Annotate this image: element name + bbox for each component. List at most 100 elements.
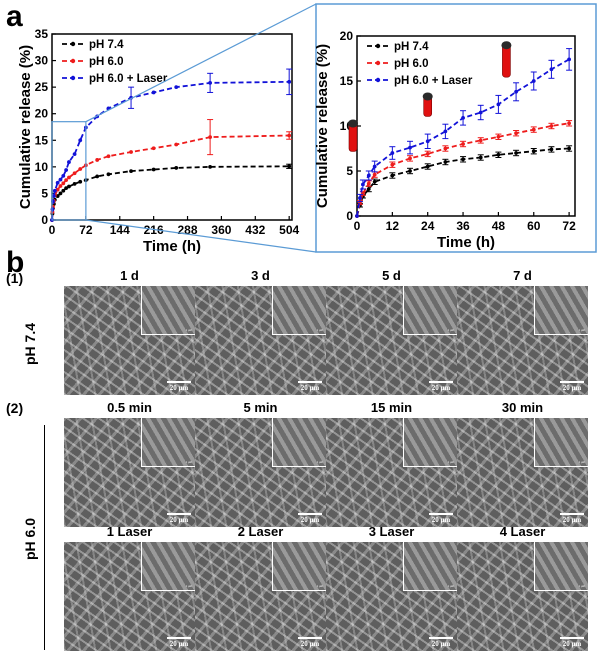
sem-micrograph: 1 μm 20 μm xyxy=(326,286,457,395)
inset-chart-plot-frame xyxy=(356,35,576,217)
inset-chart-data-point xyxy=(514,151,518,155)
scale-bar-label: 20 μm xyxy=(562,384,582,392)
scale-bar-line xyxy=(167,637,191,639)
sem-micrograph: 1 μm 20 μm xyxy=(64,542,195,651)
sem-micrograph: 1 μm 20 μm xyxy=(195,286,326,395)
inset-chart-data-point xyxy=(366,173,371,178)
inset-chart-data-point xyxy=(567,57,572,62)
inset-chart-data-point xyxy=(549,147,554,152)
main-chart-data-point xyxy=(61,188,66,193)
main-chart-data-point xyxy=(67,160,71,164)
scale-bar: 20 μm xyxy=(167,637,191,648)
main-chart-data-point xyxy=(174,142,179,147)
scale-bar-line xyxy=(429,513,453,515)
scale-bar-label: 20 μm xyxy=(300,516,320,524)
release-charts: 05101520253035072144216288360432504Time … xyxy=(17,3,597,255)
inset-scale-label: 1 μm xyxy=(316,460,323,464)
main-chart-x-tick-label: 0 xyxy=(49,223,56,237)
inset-chart-legend-label: pH 6.0 xyxy=(394,58,429,70)
row1-column-title: 3 d xyxy=(251,268,270,283)
row2-column-title: 5 min xyxy=(243,400,278,415)
scale-bar: 20 μm xyxy=(560,513,584,524)
row3-column-title: 3 Laser xyxy=(368,524,415,539)
main-chart-data-point xyxy=(287,79,292,84)
main-chart-y-axis-title: Cumulative release (%) xyxy=(17,45,34,209)
main-chart-y-tick-label: 5 xyxy=(41,186,48,200)
main-chart-data-point xyxy=(129,150,133,154)
inset-chart-data-point xyxy=(358,196,362,200)
sem-inset-zoom: 1 μm xyxy=(141,542,195,591)
sem-inset-zoom: 1 μm xyxy=(403,286,457,335)
inset-chart-data-point xyxy=(425,139,430,144)
ph60-side-label: pH 6.0 xyxy=(22,517,38,560)
sem-micrograph: 1 μm 20 μm xyxy=(457,286,588,395)
inset-chart-data-point xyxy=(360,182,365,187)
main-chart-data-point xyxy=(52,188,57,193)
main-chart-data-point xyxy=(61,173,66,178)
inset-scale-label: 1 μm xyxy=(578,328,585,332)
row2-column-title: 15 min xyxy=(370,400,413,415)
fiber-icon-cap xyxy=(501,41,512,50)
scale-bar-line xyxy=(560,637,584,639)
inset-chart-data-point xyxy=(567,146,572,151)
inset-chart-x-tick-label: 24 xyxy=(421,219,435,233)
inset-scale-label: 1 μm xyxy=(447,328,454,332)
scale-bar: 20 μm xyxy=(560,381,584,392)
sem-micrograph: 1 μm 20 μm xyxy=(326,542,457,651)
inset-scale-label: 1 μm xyxy=(447,460,454,464)
inset-chart-data-point xyxy=(478,110,483,115)
row1-column-title: 5 d xyxy=(382,268,401,283)
main-chart-data-point xyxy=(95,174,100,179)
main-chart-data-point xyxy=(106,172,111,177)
inset-chart-data-point xyxy=(443,129,448,134)
inset-chart-data-point xyxy=(372,164,377,169)
inset-chart-data-point xyxy=(425,152,430,156)
main-chart-legend-label: pH 6.0 + Laser xyxy=(89,73,168,85)
inset-scale-label: 1 μm xyxy=(578,460,585,464)
main-chart-data-point xyxy=(151,146,156,151)
sem-inset-zoom: 1 μm xyxy=(141,418,195,467)
sem-micrograph: 1 μm 20 μm xyxy=(195,542,326,651)
main-chart-plot-frame xyxy=(51,33,293,221)
scale-bar: 20 μm xyxy=(298,381,322,392)
scale-bar-label: 20 μm xyxy=(562,640,582,648)
row3-column-title: 1 Laser xyxy=(106,524,153,539)
main-chart-legend-marker xyxy=(70,58,76,64)
main-chart-data-point xyxy=(72,152,77,157)
scale-bar-label: 20 μm xyxy=(431,384,451,392)
fiber-icon-cap xyxy=(348,119,358,128)
scale-bar-label: 20 μm xyxy=(300,640,320,648)
inset-chart-y-tick-label: 5 xyxy=(346,164,353,178)
main-chart-data-point xyxy=(64,186,69,191)
sem-micrograph: 1 μm 20 μm xyxy=(457,542,588,651)
row2-label: (2) xyxy=(6,400,24,416)
inset-chart-data-point xyxy=(567,121,572,126)
main-chart-x-tick-label: 72 xyxy=(79,223,93,237)
sem-inset-zoom: 1 μm xyxy=(272,542,326,591)
main-chart-data-point xyxy=(72,171,77,176)
main-chart-x-tick-label: 432 xyxy=(245,223,265,237)
main-chart-x-tick-label: 360 xyxy=(211,223,231,237)
scale-bar-label: 20 μm xyxy=(169,516,189,524)
main-chart-data-point xyxy=(208,80,213,85)
fiber-icon-cap xyxy=(422,92,433,101)
row3-column-title: 4 Laser xyxy=(499,524,546,539)
main-chart-series-line-0 xyxy=(51,165,290,221)
scale-bar: 20 μm xyxy=(167,513,191,524)
main-chart-data-point xyxy=(58,184,63,188)
inset-chart-data-point xyxy=(390,151,395,155)
sem-inset-zoom: 1 μm xyxy=(272,286,326,335)
inset-chart-data-point xyxy=(549,124,554,128)
inset-chart-y-tick-label: 20 xyxy=(340,29,354,43)
scale-bar-label: 20 μm xyxy=(169,640,189,648)
main-chart-data-point xyxy=(95,158,100,162)
row2-column-title: 30 min xyxy=(501,400,544,415)
row1-label: (1) xyxy=(6,270,24,286)
scale-bar-label: 20 μm xyxy=(431,516,451,524)
main-chart-data-point xyxy=(51,194,56,198)
inset-chart-data-point xyxy=(366,181,371,186)
main-chart-x-tick-label: 144 xyxy=(110,223,130,237)
main-chart-data-point xyxy=(174,85,179,90)
main-chart-data-point xyxy=(58,177,63,182)
inset-chart-data-point xyxy=(496,134,501,139)
